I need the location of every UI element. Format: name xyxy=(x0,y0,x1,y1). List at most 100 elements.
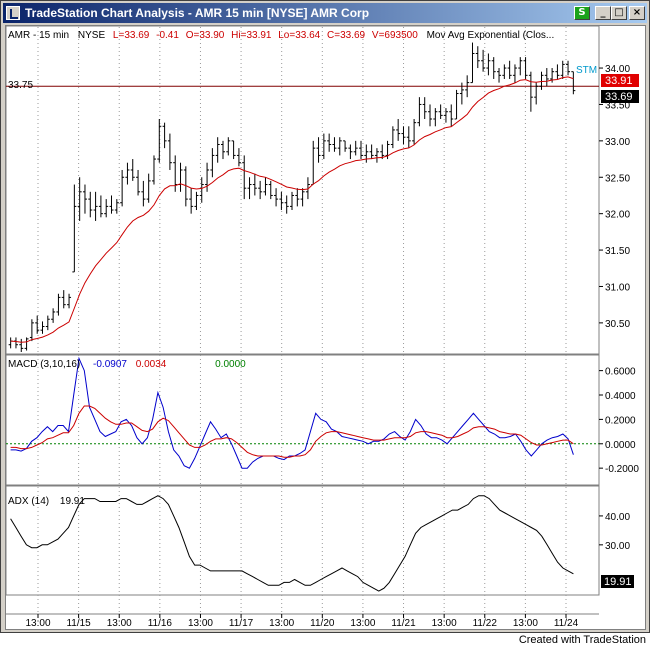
price-bar xyxy=(502,64,507,79)
price-bar xyxy=(305,177,310,200)
adx-header: ADX (14) 19.91 xyxy=(8,496,85,507)
price-header-volume: V=693500 xyxy=(372,30,418,41)
price-bar xyxy=(486,53,491,76)
price-bar xyxy=(279,191,284,211)
macd-ytick-label: 0.0000 xyxy=(605,440,636,451)
price-bar xyxy=(374,148,379,163)
adx-ytick-label: 40.00 xyxy=(605,512,630,523)
macd-ytick-label: 0.2000 xyxy=(605,415,636,426)
title-bar[interactable]: TradeStation Chart Analysis - AMR 15 min… xyxy=(3,3,647,23)
macd-header-macd: -0.0907 xyxy=(93,359,127,370)
price-bar xyxy=(136,169,141,196)
price-bar xyxy=(560,60,565,79)
price-bar xyxy=(19,338,24,352)
footer-credit: Created with TradeStation xyxy=(518,634,646,646)
price-bar xyxy=(231,140,236,160)
price-header-low: Lo=33.64 xyxy=(278,30,320,41)
time-label: 11/24 xyxy=(554,618,579,629)
price-bar xyxy=(130,159,135,181)
price-bar xyxy=(8,337,13,349)
price-ytick-label: 33.50 xyxy=(605,100,630,111)
macd-header-name: MACD (3,10,16) xyxy=(8,359,80,370)
link-symbol-button[interactable]: S xyxy=(574,6,590,20)
price-bar xyxy=(380,144,385,160)
price-bar xyxy=(332,137,337,152)
time-label: 13:00 xyxy=(513,618,538,629)
hline-label: 33.75 xyxy=(8,80,33,91)
price-bar xyxy=(544,68,549,87)
price-ytick-label: 33.00 xyxy=(605,137,630,148)
price-bar xyxy=(295,188,300,207)
minimize-button[interactable]: _ xyxy=(595,6,611,20)
price-bar xyxy=(268,180,273,200)
price-bar xyxy=(167,133,172,170)
adx-tag-bg xyxy=(601,575,634,588)
adx-panel-frame xyxy=(6,485,600,596)
grid-layer xyxy=(37,27,567,613)
macd-series-macd xyxy=(10,356,574,469)
chart-area[interactable]: 13:00 11/15 13:00 11/16 13:00 11/17 13:00 11/20… xyxy=(5,25,646,630)
price-header-open: O=33.90 xyxy=(186,30,225,41)
window-title: TradeStation Chart Analysis - AMR 15 min… xyxy=(25,6,370,20)
close-button[interactable]: × xyxy=(629,6,645,20)
time-label: 13:00 xyxy=(269,618,294,629)
price-ytick-label: 31.50 xyxy=(605,246,630,257)
price-bar xyxy=(247,177,252,200)
price-bar xyxy=(528,71,533,112)
price-bar xyxy=(72,184,77,273)
macd-header-avg: 0.0034 xyxy=(136,359,167,370)
price-bar xyxy=(343,140,348,152)
price-bar xyxy=(183,166,188,207)
price-bar xyxy=(433,108,438,127)
price-bar xyxy=(321,133,326,160)
macd-header-diff: 0.0000 xyxy=(215,359,246,370)
price-bar xyxy=(226,137,231,156)
price-bar xyxy=(348,144,353,160)
price-bar xyxy=(428,104,433,127)
price-bar xyxy=(316,137,321,163)
price-bar xyxy=(406,126,411,149)
price-bar xyxy=(104,199,109,218)
price-ema-line xyxy=(10,76,574,343)
macd-ytick-label: 0.6000 xyxy=(605,367,636,378)
price-bar xyxy=(311,140,316,186)
price-ytick-label: 34.00 xyxy=(605,64,630,75)
chart-svg[interactable]: 13:00 11/15 13:00 11/16 13:00 11/17 13:00 11/20… xyxy=(6,26,645,629)
price-bar xyxy=(353,140,358,156)
price-ytick-label: 32.50 xyxy=(605,173,630,184)
adx-tag: 19.91 xyxy=(604,576,632,588)
price-bar xyxy=(274,188,279,207)
price-bar xyxy=(98,195,103,218)
price-header-study: Mov Avg Exponential (Clos... xyxy=(427,30,555,41)
price-bar xyxy=(449,104,454,127)
price-bar xyxy=(396,119,401,141)
price-ytick-label: 31.00 xyxy=(605,282,630,293)
price-bar xyxy=(518,57,523,76)
chart-app-icon[interactable] xyxy=(6,6,20,20)
price-bar xyxy=(40,321,45,334)
price-bar xyxy=(120,169,125,207)
adx-header-name: ADX (14) xyxy=(8,496,49,507)
price-bar xyxy=(45,315,50,331)
price-layer xyxy=(6,42,599,352)
adx-layer xyxy=(10,495,574,592)
price-header-close: C=33.69 xyxy=(327,30,366,41)
price-header: AMR - 15 min NYSE L=33.69 -0.41 O=33.90 … xyxy=(8,30,554,41)
price-bar xyxy=(401,126,406,145)
price-ytick-label: 32.00 xyxy=(605,210,630,221)
price-header-last: L=33.69 xyxy=(113,30,150,41)
macd-ytick-label: -0.2000 xyxy=(605,464,639,475)
price-bar xyxy=(412,119,417,145)
time-label: 11/20 xyxy=(310,618,335,629)
maximize-button[interactable]: □ xyxy=(611,6,627,20)
price-bar xyxy=(56,293,61,316)
price-bar xyxy=(438,104,443,120)
adx-series-line xyxy=(10,495,574,592)
price-bar xyxy=(359,140,364,160)
time-label: 13:00 xyxy=(25,618,50,629)
price-bar xyxy=(284,195,289,214)
price-bar xyxy=(162,122,167,149)
time-label: 11/15 xyxy=(66,618,91,629)
price-bar xyxy=(470,42,475,84)
price-ytick-label: 30.50 xyxy=(605,319,630,330)
